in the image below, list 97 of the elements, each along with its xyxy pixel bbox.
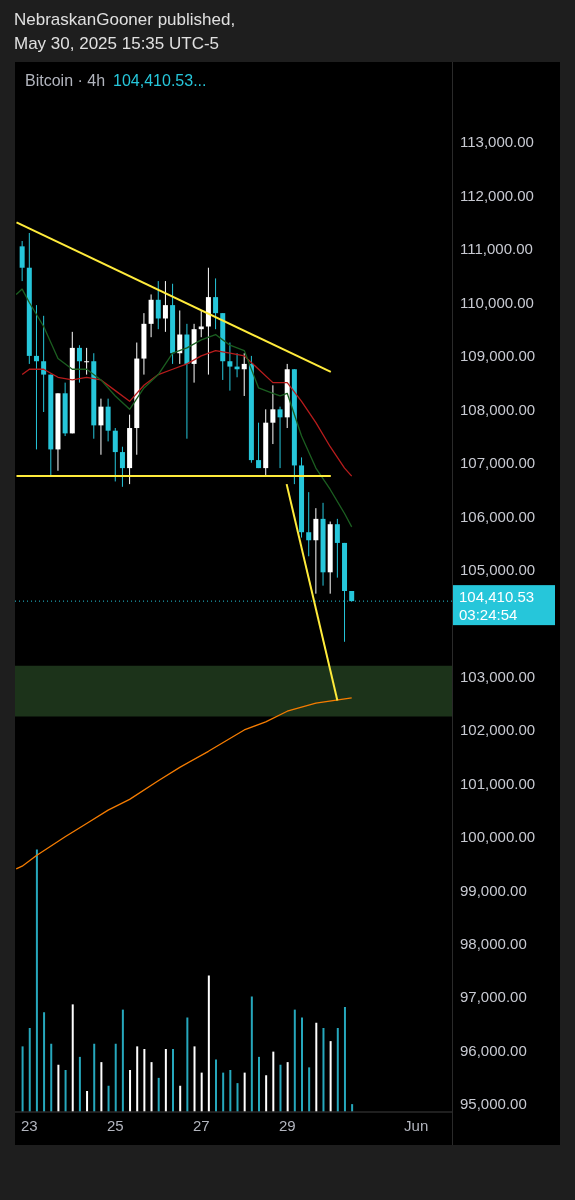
candlestick <box>84 347 90 376</box>
y-tick-label: 103,000.00 <box>460 667 536 685</box>
bar <box>293 1009 296 1112</box>
text: 03:24:54 <box>459 606 518 624</box>
bar <box>157 1077 160 1112</box>
bar <box>150 1062 153 1112</box>
bar <box>243 1072 246 1112</box>
bar <box>93 1043 96 1112</box>
bar <box>236 1083 239 1112</box>
y-tick-label: 107,000.00 <box>460 454 536 472</box>
bar <box>172 1049 175 1112</box>
y-tick-label: 108,000.00 <box>460 400 536 418</box>
annotation: 104,410.53... <box>113 72 207 89</box>
y-tick-label: 96,000.00 <box>460 1041 527 1059</box>
bar <box>121 1009 124 1112</box>
candlestick <box>256 422 262 469</box>
y-tick-label: 100,000.00 <box>460 828 536 846</box>
candlestick <box>306 491 312 557</box>
y-tick-label: 105,000.00 <box>460 560 536 578</box>
bar <box>193 1046 196 1112</box>
annotation: Bitcoin · 4h <box>25 72 106 89</box>
bar <box>250 996 253 1112</box>
candlestick <box>76 344 82 384</box>
line-series <box>21 349 353 477</box>
ref-line-label: 104,410.53 <box>459 588 535 606</box>
candlestick <box>270 384 276 445</box>
x-tick-label: 25 <box>106 1116 124 1134</box>
bar <box>315 1022 318 1112</box>
candlestick <box>33 304 39 450</box>
bar <box>179 1085 182 1112</box>
y-tick-label: 101,000.00 <box>460 774 536 792</box>
y-tick-label: 110,000.00 <box>460 293 534 311</box>
bar <box>200 1072 203 1112</box>
bar <box>207 975 210 1112</box>
y-tick-label: 99,000.00 <box>460 881 527 899</box>
bar <box>57 1064 60 1112</box>
bar <box>164 1049 167 1112</box>
y-tick-label: 97,000.00 <box>460 988 527 1006</box>
bar <box>215 1059 218 1112</box>
bar <box>222 1072 225 1112</box>
candlestick <box>334 518 340 579</box>
y-tick-label: 98,000.00 <box>460 935 527 952</box>
x-tick-label: 23 <box>20 1116 38 1134</box>
candlestick <box>313 507 319 595</box>
bar <box>114 1043 117 1112</box>
candlestick <box>241 352 247 397</box>
bar <box>78 1056 81 1112</box>
bar <box>35 849 38 1112</box>
bar <box>265 1075 268 1112</box>
candlestick <box>98 398 104 456</box>
bar <box>143 1049 146 1112</box>
bar <box>343 1007 346 1112</box>
candlestick <box>41 315 47 413</box>
bar <box>129 1070 132 1112</box>
candlestick <box>227 342 233 392</box>
bar <box>229 1070 232 1112</box>
x-tick-label: Jun <box>404 1116 429 1134</box>
y-tick-label: 102,000.00 <box>460 721 536 739</box>
x-tick-label: 27 <box>192 1116 210 1134</box>
bar <box>21 1046 24 1112</box>
bar <box>308 1067 311 1112</box>
bar <box>86 1091 89 1112</box>
bar <box>322 1028 325 1112</box>
chart-title: NebraskanGooner published, <box>14 9 236 31</box>
candlestick <box>19 240 25 282</box>
bar <box>64 1070 67 1112</box>
line-series <box>15 697 353 870</box>
chart-subtitle: May 30, 2025 15:35 UTC-5 <box>14 33 221 55</box>
bar <box>107 1085 110 1112</box>
bar <box>336 1028 339 1112</box>
bar <box>279 1064 282 1112</box>
bar <box>329 1041 332 1112</box>
bar <box>28 1028 31 1112</box>
candlestick <box>155 280 161 330</box>
bar <box>186 1017 189 1112</box>
candlestick <box>112 427 118 482</box>
bar <box>71 1004 74 1112</box>
bar <box>50 1043 53 1112</box>
candlestick <box>162 280 168 333</box>
candlestick <box>277 406 283 469</box>
y-tick-label: 106,000.00 <box>460 507 536 525</box>
bar <box>300 1017 303 1112</box>
y-tick-label: 95,000.00 <box>460 1095 527 1113</box>
y-tick-label: 113,000.00 <box>460 133 534 151</box>
bar <box>136 1046 139 1112</box>
candlestick <box>213 277 219 330</box>
x-tick-label: 29 <box>278 1116 296 1134</box>
candlestick <box>119 446 125 488</box>
y-tick-label: 109,000.00 <box>460 347 536 365</box>
bar <box>100 1062 103 1112</box>
y-tick-label: 111,000.00 <box>460 240 533 258</box>
bar <box>257 1056 260 1112</box>
line-series <box>15 288 353 528</box>
bar <box>272 1051 275 1112</box>
bar <box>43 1012 46 1112</box>
y-tick-label: 112,000.00 <box>460 186 534 204</box>
bar <box>286 1062 289 1112</box>
